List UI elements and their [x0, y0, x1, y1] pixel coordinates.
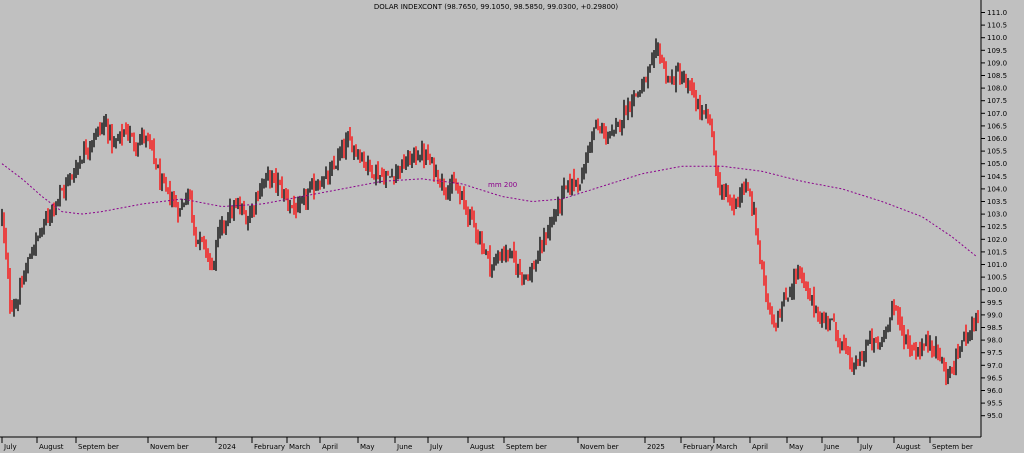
x-tick-label: July	[3, 443, 17, 451]
y-tick-label: 110.0	[987, 34, 1007, 42]
x-tick-label: April	[752, 443, 768, 451]
chart-title: DOLAR INDEXCONT (98.7650, 99.1050, 98.58…	[374, 3, 619, 11]
y-tick-label: 103.0	[987, 211, 1007, 219]
y-tick-label: 97.5	[987, 349, 1003, 357]
x-tick-label: March	[289, 443, 310, 451]
x-tick-label: February	[683, 443, 714, 451]
y-tick-label: 101.0	[987, 261, 1007, 269]
y-tick-label: 111.0	[987, 9, 1007, 17]
x-tick-label: July	[859, 443, 873, 451]
x-tick-label: August	[39, 443, 64, 451]
y-tick-label: 108.0	[987, 85, 1007, 93]
y-tick-label: 110.5	[987, 22, 1007, 30]
y-tick-label: 105.5	[987, 148, 1007, 156]
x-tick-label: February	[254, 443, 285, 451]
y-tick-label: 98.0	[987, 337, 1003, 345]
y-tick-label: 107.0	[987, 110, 1007, 118]
y-tick-label: 97.0	[987, 362, 1003, 370]
y-tick-label: 100.5	[987, 274, 1007, 282]
y-tick-label: 109.0	[987, 59, 1007, 67]
x-tick-label: July	[429, 443, 443, 451]
x-tick-label: August	[470, 443, 495, 451]
y-tick-label: 101.5	[987, 248, 1007, 256]
x-tick-label: May	[360, 443, 374, 451]
y-tick-label: 98.5	[987, 324, 1003, 332]
x-tick-label: Septem ber	[506, 443, 547, 451]
y-tick-label: 106.5	[987, 122, 1007, 130]
y-tick-label: 102.0	[987, 236, 1007, 244]
y-tick-label: 96.5	[987, 374, 1003, 382]
y-tick-label: 107.5	[987, 97, 1007, 105]
y-tick-label: 108.5	[987, 72, 1007, 80]
y-tick-label: 105.0	[987, 160, 1007, 168]
x-tick-label: Novem ber	[150, 443, 189, 451]
y-tick-label: 99.0	[987, 311, 1003, 319]
x-axis: July August Septem ber Novem ber 2024 Februar…	[1, 437, 973, 451]
y-tick-label: 109.5	[987, 47, 1007, 55]
x-tick-label: August	[896, 443, 921, 451]
x-tick-label: June	[823, 443, 839, 451]
x-tick-label: March	[716, 443, 737, 451]
x-tick-label: Septem ber	[78, 443, 119, 451]
y-tick-label: 104.0	[987, 185, 1007, 193]
x-tick-label: Novem ber	[580, 443, 619, 451]
y-tick-label: 104.5	[987, 173, 1007, 181]
y-tick-label: 99.5	[987, 299, 1003, 307]
y-tick-label: 103.5	[987, 198, 1007, 206]
x-tick-label: April	[322, 443, 338, 451]
x-tick-label: June	[396, 443, 412, 451]
y-tick-label: 106.0	[987, 135, 1007, 143]
y-tick-label: 96.0	[987, 387, 1003, 395]
y-axis: 111.0 110.5 110.0 109.5 109.0 108.5 108.0 107.5…	[981, 9, 1007, 420]
y-tick-label: 95.5	[987, 400, 1003, 408]
y-tick-label: 102.5	[987, 223, 1007, 231]
x-tick-label: May	[789, 443, 803, 451]
x-tick-label: 2025	[647, 443, 665, 451]
ma-label: mm 200	[488, 181, 517, 189]
candles-layer	[1, 38, 979, 386]
ma-200-line	[1, 163, 978, 258]
y-tick-label: 100.0	[987, 286, 1007, 294]
y-tick-label: 95.0	[987, 412, 1003, 420]
x-tick-label: 2024	[218, 443, 236, 451]
x-tick-label: Septem ber	[932, 443, 973, 451]
